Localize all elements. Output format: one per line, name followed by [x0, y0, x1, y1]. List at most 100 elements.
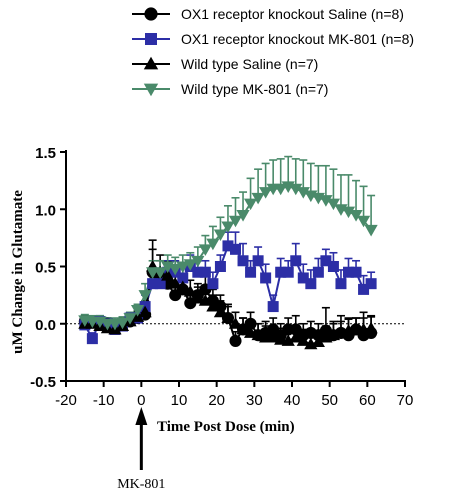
x-axis-title: Time Post Dose (min) — [157, 419, 295, 435]
data-point — [350, 266, 362, 278]
data-point — [221, 311, 235, 323]
data-point — [243, 198, 258, 211]
data-point — [115, 317, 130, 330]
data-point — [213, 305, 228, 318]
data-point — [130, 305, 145, 317]
error-bar — [306, 162, 315, 196]
data-point — [168, 263, 182, 276]
error-bar — [344, 174, 353, 212]
data-point — [364, 321, 378, 334]
data-point — [183, 259, 197, 271]
legend-marker — [143, 56, 159, 70]
data-point — [281, 334, 295, 346]
y-tick-label: 1.5 — [35, 145, 56, 162]
legend-item: OX1 receptor knockout Saline (n=8) — [132, 6, 404, 22]
data-point — [236, 322, 250, 335]
y-tick-label: 0.5 — [35, 260, 56, 277]
data-point — [147, 278, 159, 290]
data-point — [356, 215, 371, 228]
legend-item: Wild type Saline (n=7) — [132, 56, 318, 72]
x-tick-label: -10 — [93, 392, 115, 409]
x-tick-label: 20 — [208, 392, 225, 409]
mk801-arrow-head — [135, 407, 148, 425]
data-point — [153, 267, 167, 279]
data-point — [275, 266, 287, 278]
data-point — [243, 326, 258, 338]
data-point — [191, 291, 205, 304]
data-point — [213, 229, 228, 242]
x-tick-label: 70 — [397, 392, 414, 409]
legend-label: OX1 receptor knockout MK-801 (n=8) — [181, 31, 414, 47]
data-point — [311, 335, 325, 348]
data-point — [341, 206, 356, 219]
data-point — [364, 224, 378, 237]
mk801-annotation: MK-801 — [117, 407, 165, 492]
error-bar — [367, 194, 376, 230]
legend-item: Wild type MK-801 (n=7) — [132, 81, 328, 97]
plot-area: -0.5 0.0 0.5 1.0 1.5 -20 -10 0 10 20 30 40 50 60 70 — [30, 145, 413, 409]
data-point — [221, 221, 235, 234]
data-point — [266, 330, 280, 343]
data-point — [326, 198, 341, 211]
data-point — [267, 301, 279, 313]
legend-item: OX1 receptor knockout MK-801 (n=8) — [132, 31, 414, 47]
error-bar — [352, 179, 361, 215]
data-point — [154, 278, 166, 290]
legend-label: OX1 receptor knockout Saline (n=8) — [181, 6, 404, 22]
data-point — [274, 183, 288, 196]
legend: OX1 receptor knockout Saline (n=8) OX1 re… — [132, 6, 414, 97]
data-point — [252, 255, 264, 267]
data-point — [259, 187, 273, 199]
x-tick-label: 0 — [137, 392, 145, 409]
data-point — [207, 278, 219, 290]
data-point — [86, 333, 98, 345]
x-tick-label: 60 — [359, 392, 376, 409]
data-point — [319, 195, 333, 207]
data-point — [199, 266, 211, 278]
data-point — [335, 278, 347, 290]
error-bar — [329, 168, 338, 204]
data-point — [260, 272, 272, 284]
legend-label: Wild type Saline (n=7) — [181, 56, 318, 72]
data-point — [296, 334, 310, 346]
data-point — [245, 266, 257, 278]
legend-label: Wild type MK-801 (n=7) — [181, 81, 328, 97]
data-point — [177, 272, 189, 284]
legend-marker — [145, 33, 157, 45]
data-point — [222, 240, 234, 252]
data-point — [365, 278, 377, 290]
legend-marker — [144, 7, 158, 21]
data-point — [138, 305, 152, 318]
data-point — [138, 290, 152, 302]
y-tick-label: 1.0 — [35, 202, 56, 219]
data-point — [296, 187, 310, 199]
data-point — [312, 266, 324, 278]
data-point — [251, 328, 265, 341]
error-bar — [336, 174, 345, 210]
y-tick-label: 0.0 — [35, 317, 56, 334]
x-tick-label: 30 — [246, 392, 263, 409]
data-point — [183, 285, 197, 297]
data-point — [228, 215, 243, 228]
data-point — [214, 261, 226, 272]
data-point — [282, 266, 294, 278]
data-point — [236, 210, 250, 222]
data-point — [229, 334, 242, 347]
data-point — [297, 272, 309, 284]
x-tick-label: 50 — [321, 392, 338, 409]
data-point — [327, 261, 339, 272]
data-point — [320, 255, 332, 267]
data-point — [161, 269, 175, 281]
data-point — [343, 266, 354, 278]
data-point — [228, 317, 243, 329]
data-point — [176, 280, 190, 293]
data-point — [230, 243, 241, 255]
data-point — [168, 277, 182, 289]
data-point — [251, 192, 265, 205]
data-point — [198, 294, 212, 306]
data-point — [191, 255, 205, 268]
data-point — [206, 238, 220, 251]
data-point — [123, 313, 137, 325]
x-tick-label: 10 — [171, 392, 188, 409]
